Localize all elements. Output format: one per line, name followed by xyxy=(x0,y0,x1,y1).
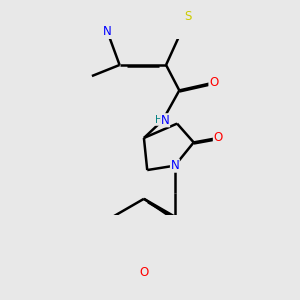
Text: N: N xyxy=(161,114,170,127)
Text: O: O xyxy=(209,76,218,89)
Text: H: H xyxy=(155,115,163,125)
Text: O: O xyxy=(139,266,148,279)
Text: N: N xyxy=(103,25,112,38)
Text: N: N xyxy=(170,159,179,172)
Text: O: O xyxy=(213,131,223,145)
Text: S: S xyxy=(184,10,192,23)
